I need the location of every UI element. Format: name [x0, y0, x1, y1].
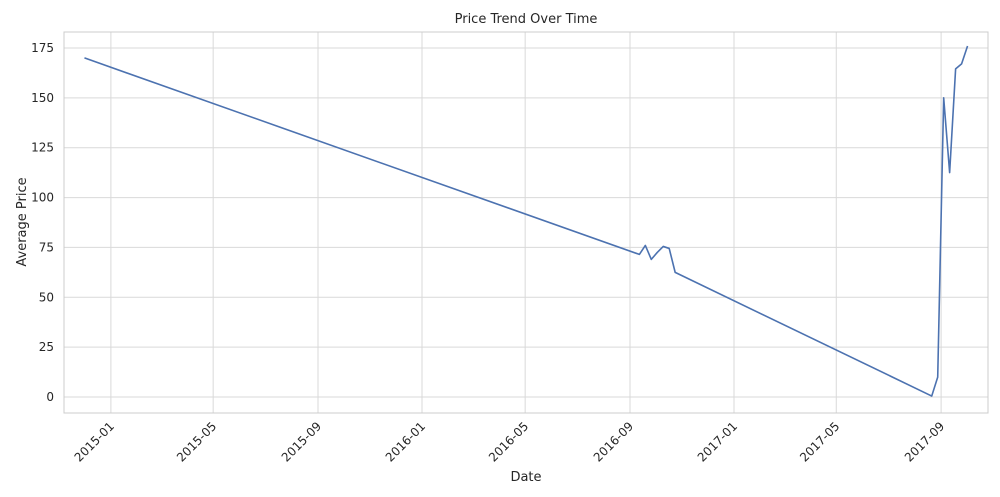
x-tick-label: 2015-09 [279, 419, 324, 464]
x-axis-ticks: 2015-01 2015-05 2015-09 2016-01 2016-05 2016-… [72, 419, 948, 464]
y-tick-label: 25 [39, 340, 54, 354]
x-axis-label: Date [510, 470, 541, 485]
x-tick-label: 2016-05 [486, 419, 531, 464]
series-layer [84, 45, 969, 397]
y-tick-label: 100 [31, 191, 54, 205]
y-tick-label: 125 [31, 141, 54, 155]
y-tick-label: 75 [39, 240, 54, 254]
plot-area [63, 31, 989, 414]
chart-title: Price Trend Over Time [455, 12, 598, 27]
y-axis-label: Average Price [15, 177, 30, 266]
x-tick-label: 2015-01 [72, 419, 117, 464]
y-axis-ticks: 0 25 50 75 100 125 150 175 [31, 41, 54, 404]
x-tick-label: 2016-09 [591, 419, 636, 464]
x-tick-label: 2015-05 [174, 419, 219, 464]
y-tick-label: 50 [39, 290, 54, 304]
x-tick-label: 2017-01 [695, 419, 740, 464]
y-tick-label: 150 [31, 91, 54, 105]
x-tick-label: 2017-05 [797, 419, 842, 464]
x-tick-label: 2017-09 [902, 419, 947, 464]
grid [64, 32, 988, 413]
x-tick-label: 2016-01 [383, 419, 428, 464]
y-tick-label: 175 [31, 41, 54, 55]
price-series-line [84, 45, 969, 397]
y-tick-label: 0 [46, 390, 54, 404]
